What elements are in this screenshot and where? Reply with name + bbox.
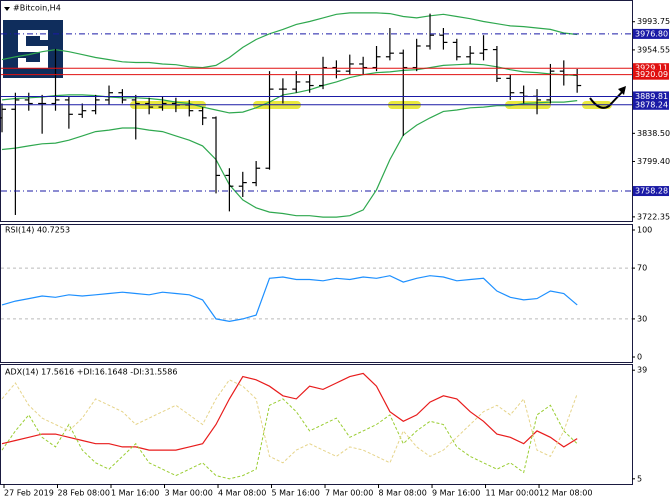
adx-panel-frame [0, 364, 633, 485]
rsi-panel-frame [0, 224, 633, 363]
y-tick-label: 3954.55 [637, 45, 670, 54]
series-line [1, 379, 578, 464]
y-tick-label: 30 [637, 314, 647, 323]
x-tick-label: 27 Feb 2019 [4, 489, 54, 498]
x-tick-label: 8 Mar 08:00 [379, 489, 427, 498]
level-label: 3920.09 [635, 70, 668, 79]
y-tick-label: 5 [637, 474, 642, 483]
level-label-box [633, 186, 669, 197]
x-tick-label: 11 Mar 00:00 [486, 489, 539, 498]
y-tick-label: 0 [637, 353, 642, 362]
x-tick-label: 5 Mar 16:00 [272, 489, 320, 498]
logo-mark [18, 30, 48, 68]
x-tick-label: 1 Mar 16:00 [111, 489, 159, 498]
y-tick-label: 3799.40 [637, 157, 670, 166]
level-label: 3889.81 [635, 92, 668, 101]
panel-title: RSI(14) 40.7253 [5, 226, 70, 235]
x-tick-label: 3 Mar 00:00 [165, 489, 213, 498]
level-label: 3878.24 [635, 100, 668, 109]
level-label-box [633, 28, 669, 39]
x-tick-label: 12 Mar 08:00 [539, 489, 592, 498]
panel-title: #Bitcoin,H4 [13, 4, 61, 13]
y-tick-label: 100 [637, 226, 652, 235]
y-tick-label: 3838.50 [637, 129, 670, 138]
arrow-head [618, 86, 626, 95]
x-tick-label: 28 Feb 08:00 [58, 489, 110, 498]
level-label-box [633, 69, 669, 80]
level-label: 3929.11 [635, 64, 668, 73]
menu-triangle [4, 7, 10, 11]
level-label-box [633, 91, 669, 102]
series-line [1, 63, 578, 114]
y-tick-label: 70 [637, 264, 647, 273]
series-line [1, 372, 578, 451]
x-tick-label: 7 Mar 00:00 [325, 489, 373, 498]
y-tick-label: 39 [637, 366, 647, 375]
x-tick-label: 4 Mar 08:00 [218, 489, 266, 498]
series-line [1, 12, 578, 69]
arrow [589, 89, 625, 109]
y-tick-label: 3993.75 [637, 17, 670, 26]
panel-title: ADX(14) 17.5616 +DI:16.1648 -DI:31.5586 [5, 368, 177, 377]
x-tick-label: 9 Mar 16:00 [432, 489, 480, 498]
level-label: 3758.28 [635, 187, 668, 196]
level-label-box [633, 63, 669, 74]
series-line [1, 398, 578, 480]
series-line [1, 275, 578, 323]
y-tick-label: 3722.35 [637, 212, 670, 221]
series-line [1, 100, 578, 218]
level-label: 3976.80 [635, 29, 668, 38]
level-label-box [633, 99, 669, 110]
price-panel-frame [0, 0, 633, 222]
